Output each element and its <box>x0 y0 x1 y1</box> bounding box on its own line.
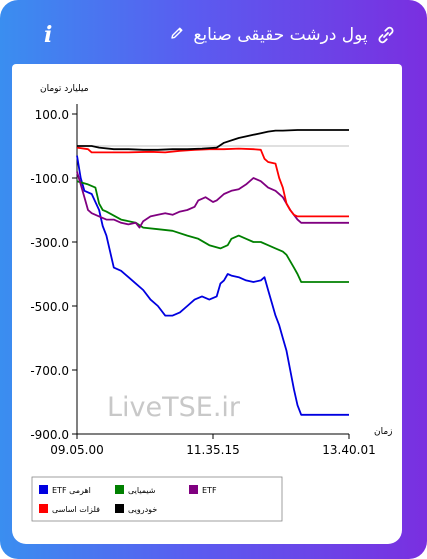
legend-box <box>31 476 283 522</box>
x-tick-label: 11.35.15 <box>186 443 239 457</box>
legend-label: ETF <box>202 486 217 495</box>
chart-card: میلیارد تومان زمان LiveTSE.ir 100.0 -100.… <box>12 64 402 544</box>
y-tick-label: -900.0 <box>30 428 69 442</box>
series-line <box>76 146 349 218</box>
chart-svg: میلیارد تومان زمان LiveTSE.ir 100.0 -100.… <box>30 84 393 522</box>
y-tick-label: -700.0 <box>30 364 69 378</box>
edit-icon[interactable] <box>169 25 185 46</box>
legend-swatch <box>39 504 48 513</box>
y-axis-label: میلیارد تومان <box>40 84 89 94</box>
title-text: پول درشت حقیقی صنایع <box>193 25 368 45</box>
legend-label: ETF اهرمی <box>52 486 91 495</box>
page-title: پول درشت حقیقی صنایع <box>169 25 368 46</box>
header-bar: i پول درشت حقیقی صنایع <box>6 6 421 64</box>
legend-swatch <box>189 485 198 494</box>
plot-area: 100.0 -100.0 -300.0 -500.0 -700.0 -900.009.05… <box>30 104 376 457</box>
x-tick-label: 09.05.00 <box>50 443 103 457</box>
watermark: LiveTSE.ir <box>107 392 241 423</box>
series-line <box>77 129 349 151</box>
legend: ETF اهرمی شیمیایی ETF فلزات اساسی خودرویی <box>31 476 283 522</box>
legend-label: فلزات اساسی <box>52 505 100 514</box>
legend-swatch <box>115 485 124 494</box>
series-line <box>76 155 349 416</box>
y-tick-label: -100.0 <box>30 172 69 186</box>
link-icon[interactable] <box>373 22 399 48</box>
series-line <box>76 180 349 283</box>
legend-label: شیمیایی <box>128 486 156 495</box>
x-axis-label: زمان <box>374 427 393 437</box>
legend-swatch <box>115 504 124 513</box>
x-tick-label: 13.40.01 <box>322 443 375 457</box>
info-icon[interactable]: i <box>44 22 53 48</box>
series-line <box>76 171 349 229</box>
legend-label: خودرویی <box>128 505 157 514</box>
legend-swatch <box>39 485 48 494</box>
y-tick-label: 100.0 <box>35 108 69 122</box>
y-tick-label: -300.0 <box>30 236 69 250</box>
pencil-icon <box>171 27 183 39</box>
y-tick-label: -500.0 <box>30 300 69 314</box>
